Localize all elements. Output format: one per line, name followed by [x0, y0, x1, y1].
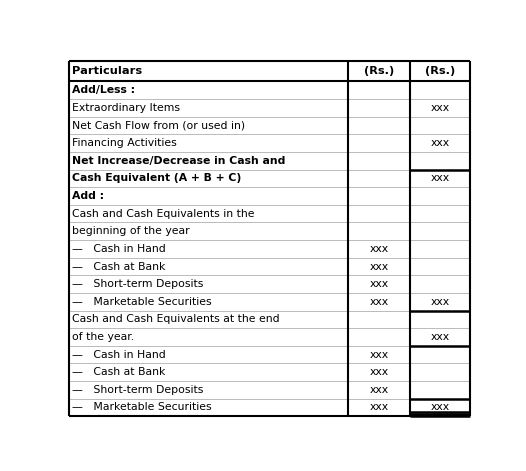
Text: —   Cash in Hand: — Cash in Hand: [72, 349, 166, 360]
Text: —   Short-term Deposits: — Short-term Deposits: [72, 279, 204, 289]
Text: —   Short-term Deposits: — Short-term Deposits: [72, 385, 204, 395]
Text: —   Cash at Bank: — Cash at Bank: [72, 367, 166, 377]
Text: xxx: xxx: [430, 332, 450, 342]
Text: of the year.: of the year.: [72, 332, 135, 342]
Text: —   Cash at Bank: — Cash at Bank: [72, 261, 166, 271]
Text: xxx: xxx: [430, 403, 450, 413]
Text: xxx: xxx: [369, 385, 388, 395]
Text: Add :: Add :: [72, 191, 104, 201]
Text: Add/Less :: Add/Less :: [72, 85, 135, 95]
Text: Financing Activities: Financing Activities: [72, 138, 177, 148]
Text: Cash and Cash Equivalents at the end: Cash and Cash Equivalents at the end: [72, 314, 280, 325]
Text: xxx: xxx: [369, 279, 388, 289]
Text: Net Cash Flow from (or used in): Net Cash Flow from (or used in): [72, 121, 246, 130]
Text: —   Marketable Securities: — Marketable Securities: [72, 403, 212, 413]
Text: beginning of the year: beginning of the year: [72, 226, 190, 236]
Text: xxx: xxx: [430, 103, 450, 113]
Text: (Rs.): (Rs.): [364, 66, 394, 76]
Text: xxx: xxx: [430, 173, 450, 183]
Text: xxx: xxx: [430, 297, 450, 307]
Text: Extraordinary Items: Extraordinary Items: [72, 103, 180, 113]
Text: (Rs.): (Rs.): [425, 66, 455, 76]
Text: xxx: xxx: [369, 403, 388, 413]
Text: xxx: xxx: [369, 367, 388, 377]
Text: —   Marketable Securities: — Marketable Securities: [72, 297, 212, 307]
Text: xxx: xxx: [369, 297, 388, 307]
Text: xxx: xxx: [369, 261, 388, 271]
Text: Cash and Cash Equivalents in the: Cash and Cash Equivalents in the: [72, 209, 255, 219]
Text: Cash Equivalent (A + B + C): Cash Equivalent (A + B + C): [72, 173, 241, 183]
Text: —   Cash in Hand: — Cash in Hand: [72, 244, 166, 254]
Text: xxx: xxx: [369, 244, 388, 254]
Text: Particulars: Particulars: [72, 66, 143, 76]
Text: Net Increase/Decrease in Cash and: Net Increase/Decrease in Cash and: [72, 156, 286, 166]
Text: xxx: xxx: [430, 138, 450, 148]
Text: xxx: xxx: [369, 349, 388, 360]
